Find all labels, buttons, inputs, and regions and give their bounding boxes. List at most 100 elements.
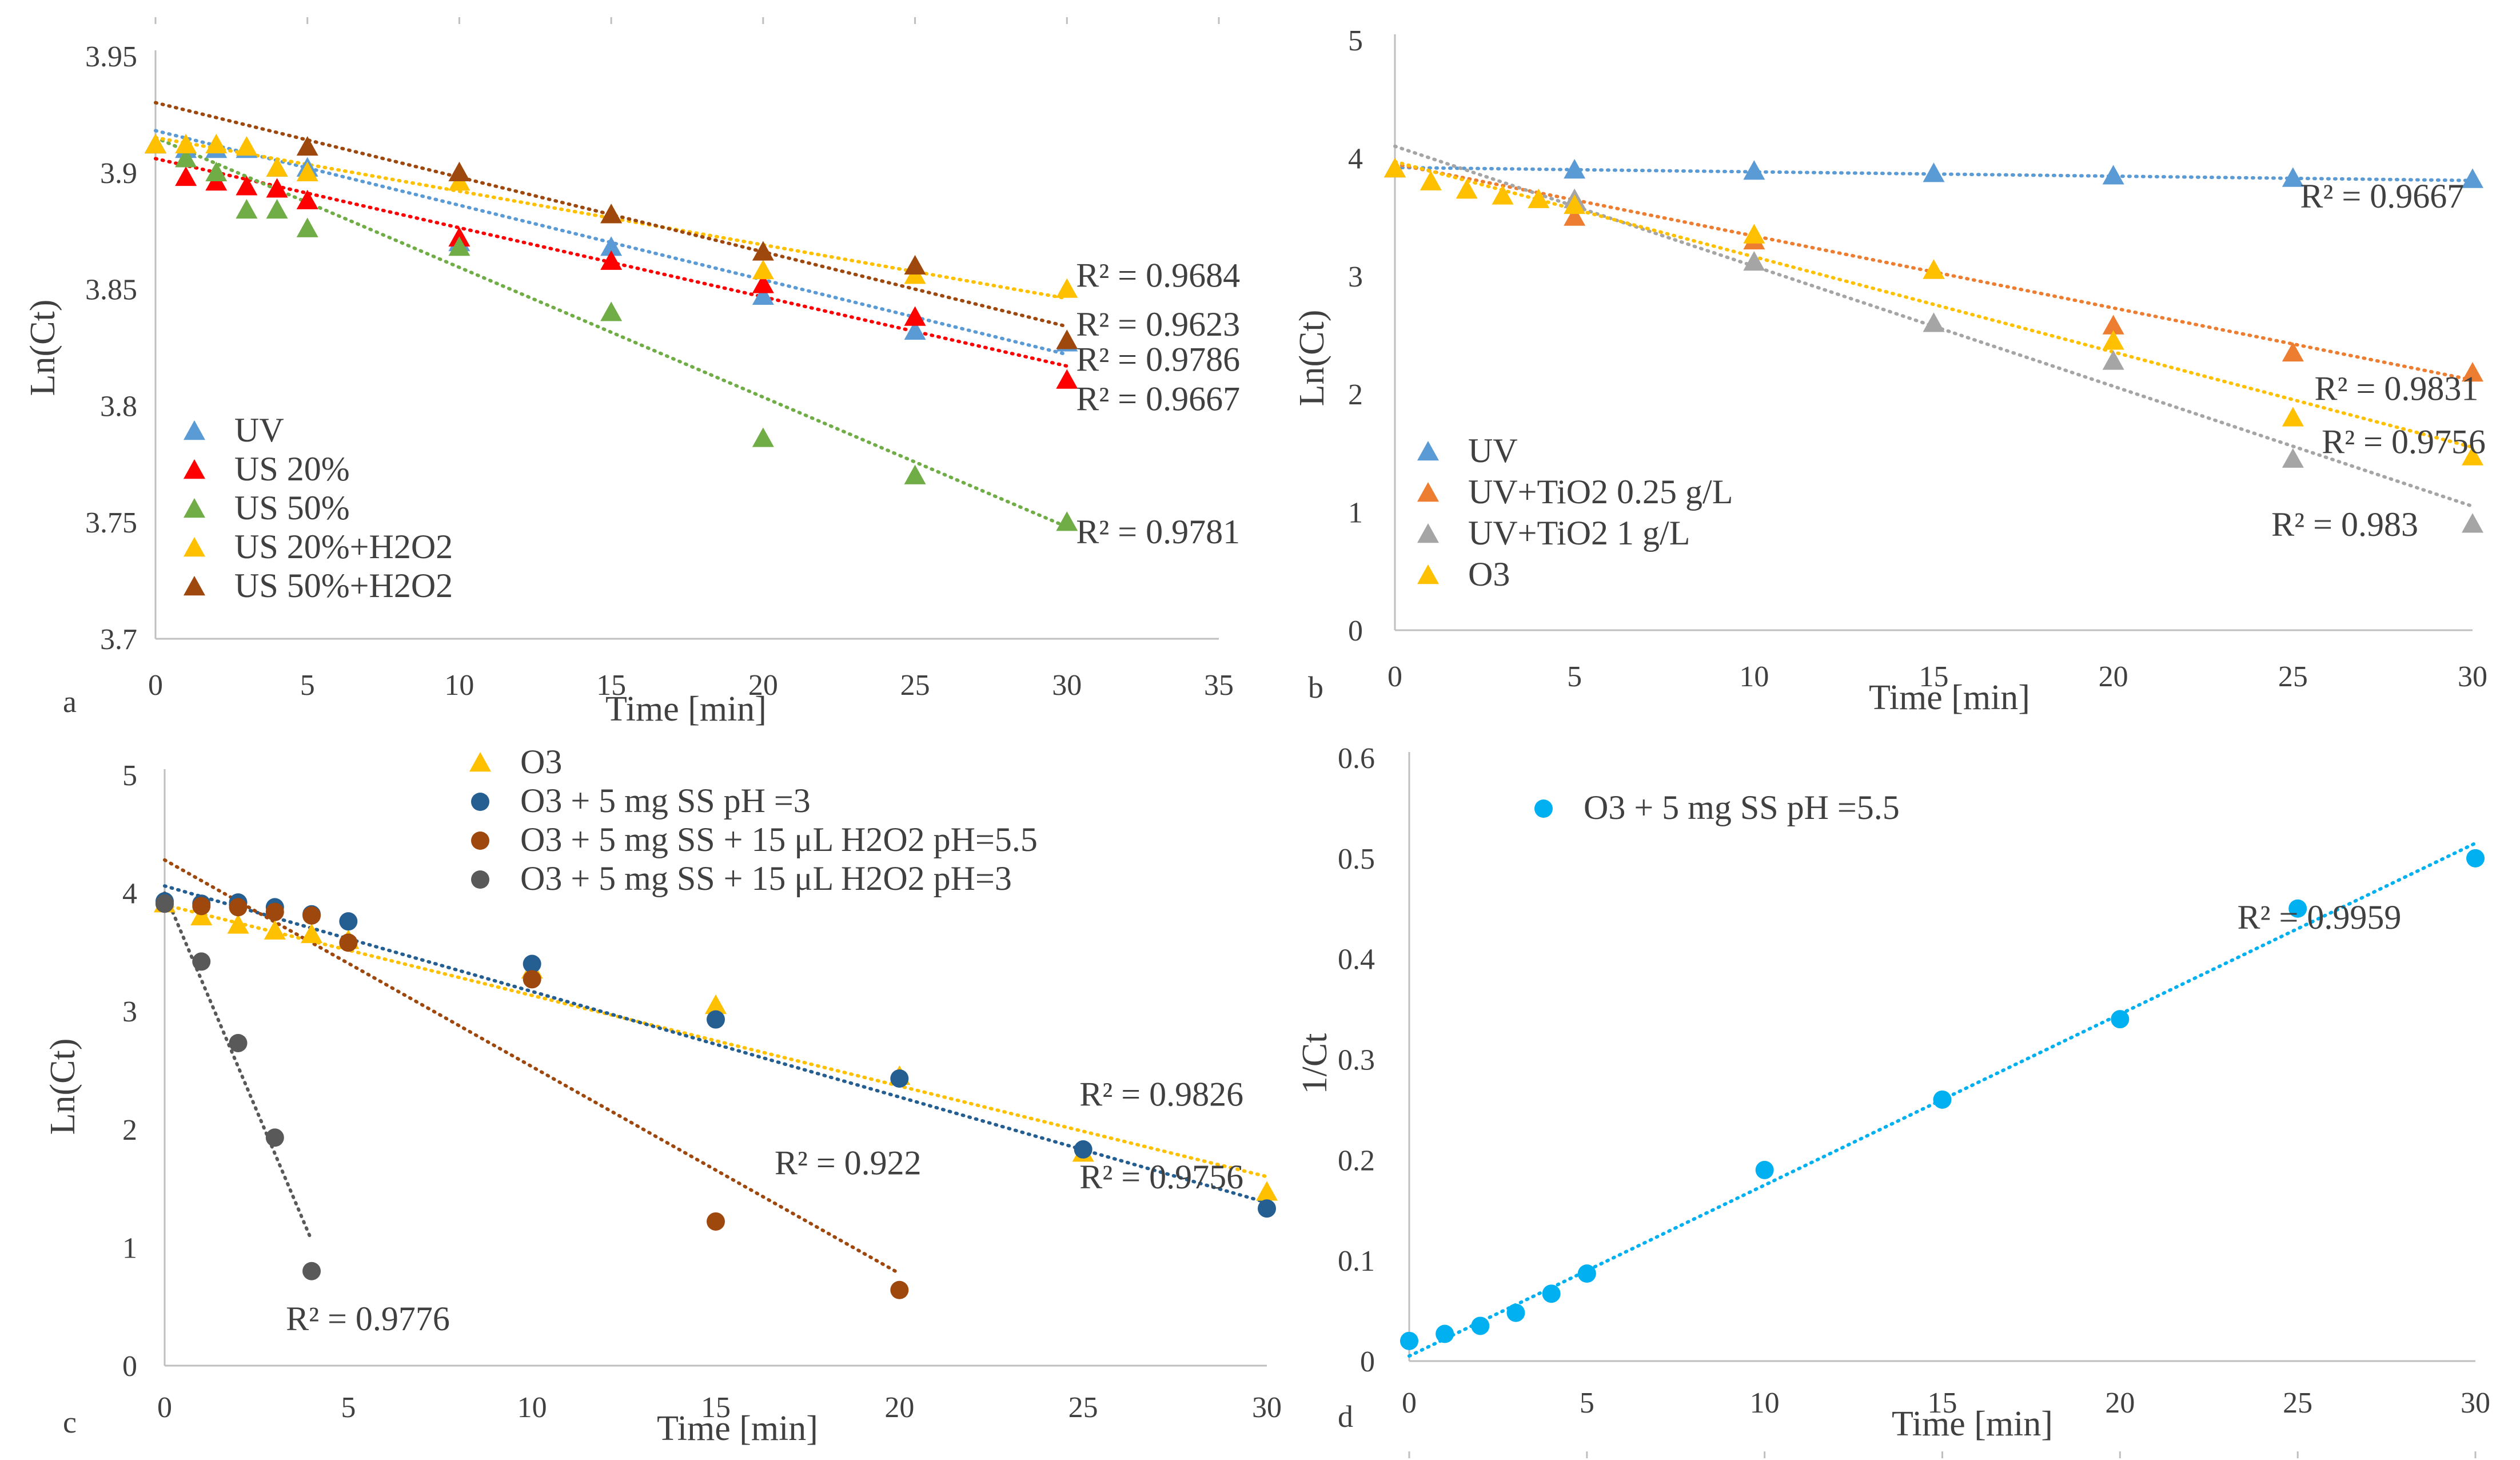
data-point bbox=[266, 157, 288, 177]
data-point bbox=[904, 306, 926, 326]
y-tick-label: 0.5 bbox=[1338, 843, 1375, 876]
data-point bbox=[1056, 511, 1078, 531]
x-tick-label: 15 bbox=[701, 1391, 731, 1424]
x-tick-label: 15 bbox=[1919, 661, 1949, 693]
data-point bbox=[1528, 188, 1550, 208]
data-point bbox=[1564, 194, 1586, 214]
data-point bbox=[236, 136, 258, 156]
legend-marker bbox=[1417, 523, 1439, 543]
data-point bbox=[301, 923, 323, 944]
data-point bbox=[236, 199, 258, 219]
series-a-4 bbox=[296, 136, 1078, 349]
r-squared-label: R² = 0.9776 bbox=[286, 1300, 450, 1338]
data-point bbox=[145, 133, 166, 154]
data-point bbox=[205, 161, 228, 181]
r-squared-label: R² = 0.9756 bbox=[1079, 1158, 1243, 1196]
y-axis-title: 1/Ct bbox=[1295, 1033, 1334, 1095]
legend-marker bbox=[184, 459, 205, 479]
data-point bbox=[192, 952, 211, 971]
data-point bbox=[1400, 1331, 1418, 1350]
data-point bbox=[236, 176, 258, 196]
r-squared-label: R² = 0.9623 bbox=[1076, 305, 1240, 343]
legend-label: US 20% bbox=[234, 450, 350, 488]
data-point bbox=[2288, 899, 2307, 918]
x-tick-label: 5 bbox=[341, 1391, 356, 1424]
x-tick-label: 20 bbox=[2105, 1387, 2135, 1419]
data-point bbox=[2462, 168, 2483, 188]
x-axis-title: Time [min] bbox=[1892, 1405, 2053, 1443]
y-tick-label: 0.6 bbox=[1338, 742, 1375, 775]
legend-label: UV bbox=[1468, 432, 1518, 470]
x-tick-label: 30 bbox=[2458, 661, 2487, 693]
data-point bbox=[448, 236, 470, 256]
y-tick-label: 0.1 bbox=[1338, 1245, 1375, 1278]
data-point bbox=[2466, 849, 2485, 868]
data-point bbox=[175, 148, 197, 168]
data-point bbox=[2102, 315, 2124, 335]
x-tick-label: 10 bbox=[1739, 661, 1769, 693]
data-point bbox=[1923, 162, 1945, 182]
x-axis-title: Time [min] bbox=[1869, 678, 2030, 717]
data-point bbox=[1933, 1090, 1952, 1109]
y-tick-label: 4 bbox=[1348, 142, 1363, 175]
data-point bbox=[523, 970, 541, 989]
data-point bbox=[707, 1212, 725, 1231]
data-point bbox=[175, 133, 197, 154]
x-tick-label: 0 bbox=[1402, 1387, 1417, 1419]
legend-label: O3 + 5 mg SS pH =3 bbox=[520, 782, 811, 819]
y-tick-label: 3.85 bbox=[85, 274, 137, 307]
data-point bbox=[296, 217, 318, 237]
data-point bbox=[707, 1010, 725, 1029]
y-tick-label: 5 bbox=[122, 759, 137, 792]
legend-label: O3 bbox=[1468, 555, 1510, 593]
data-point bbox=[1436, 1324, 1454, 1343]
y-tick-label: 3.9 bbox=[100, 157, 137, 190]
data-point bbox=[904, 464, 926, 484]
data-point bbox=[2102, 350, 2124, 370]
data-point bbox=[296, 189, 318, 209]
legend-marker bbox=[471, 870, 489, 889]
data-point bbox=[339, 912, 358, 931]
x-axis-title: Time [min] bbox=[605, 690, 767, 729]
legend-label: US 20%+H2O2 bbox=[234, 528, 453, 566]
chart-panel-d: 0 5 10 15 20 25 30 0 0.1 0.2 0.3 0.4 0.5 0.6 Time [min… bbox=[1295, 742, 2490, 1458]
trendline-c-3 bbox=[163, 891, 314, 1243]
panel-label: b bbox=[1308, 670, 1323, 705]
x-tick-label: 0 bbox=[157, 1391, 172, 1424]
x-tick-label: 5 bbox=[1580, 1387, 1594, 1419]
data-point bbox=[1564, 206, 1586, 226]
data-point bbox=[1471, 1316, 1490, 1335]
r-squared-label: R² = 0.922 bbox=[775, 1144, 922, 1181]
data-point bbox=[155, 894, 174, 913]
data-point bbox=[2282, 448, 2304, 468]
legend-label: O3 + 5 mg SS + 15 μL H2O2 pH=3 bbox=[520, 860, 1012, 897]
r-squared-label: R² = 0.9667 bbox=[1076, 380, 1240, 418]
data-point bbox=[890, 1069, 909, 1088]
y-tick-label: 0.3 bbox=[1338, 1044, 1375, 1077]
y-tick-label: 4 bbox=[122, 878, 137, 910]
legend-marker bbox=[469, 752, 491, 772]
x-tick-label: 0 bbox=[1387, 661, 1402, 693]
r-squared-label: R² = 0.9831 bbox=[2315, 370, 2479, 408]
legend-label: O3 bbox=[520, 743, 562, 781]
data-point bbox=[192, 897, 211, 916]
r-squared-label: R² = 0.9826 bbox=[1079, 1075, 1243, 1113]
r-squared-label: R² = 0.983 bbox=[2271, 506, 2418, 543]
data-point bbox=[1506, 1303, 1525, 1322]
legend-marker bbox=[471, 793, 489, 811]
legend-marker bbox=[471, 832, 489, 850]
x-tick-label: 15 bbox=[1928, 1387, 1957, 1419]
data-point bbox=[296, 161, 318, 181]
data-point bbox=[266, 178, 288, 198]
x-axis-title: Time [min] bbox=[657, 1409, 818, 1448]
data-point bbox=[1755, 1160, 1774, 1179]
series-d-0 bbox=[1400, 849, 2485, 1350]
y-tick-label: 3.7 bbox=[100, 623, 137, 656]
data-point bbox=[904, 320, 926, 340]
trendline-c-1 bbox=[163, 884, 1269, 1204]
trendline-c-0 bbox=[163, 903, 1269, 1179]
data-point bbox=[1258, 1199, 1276, 1218]
